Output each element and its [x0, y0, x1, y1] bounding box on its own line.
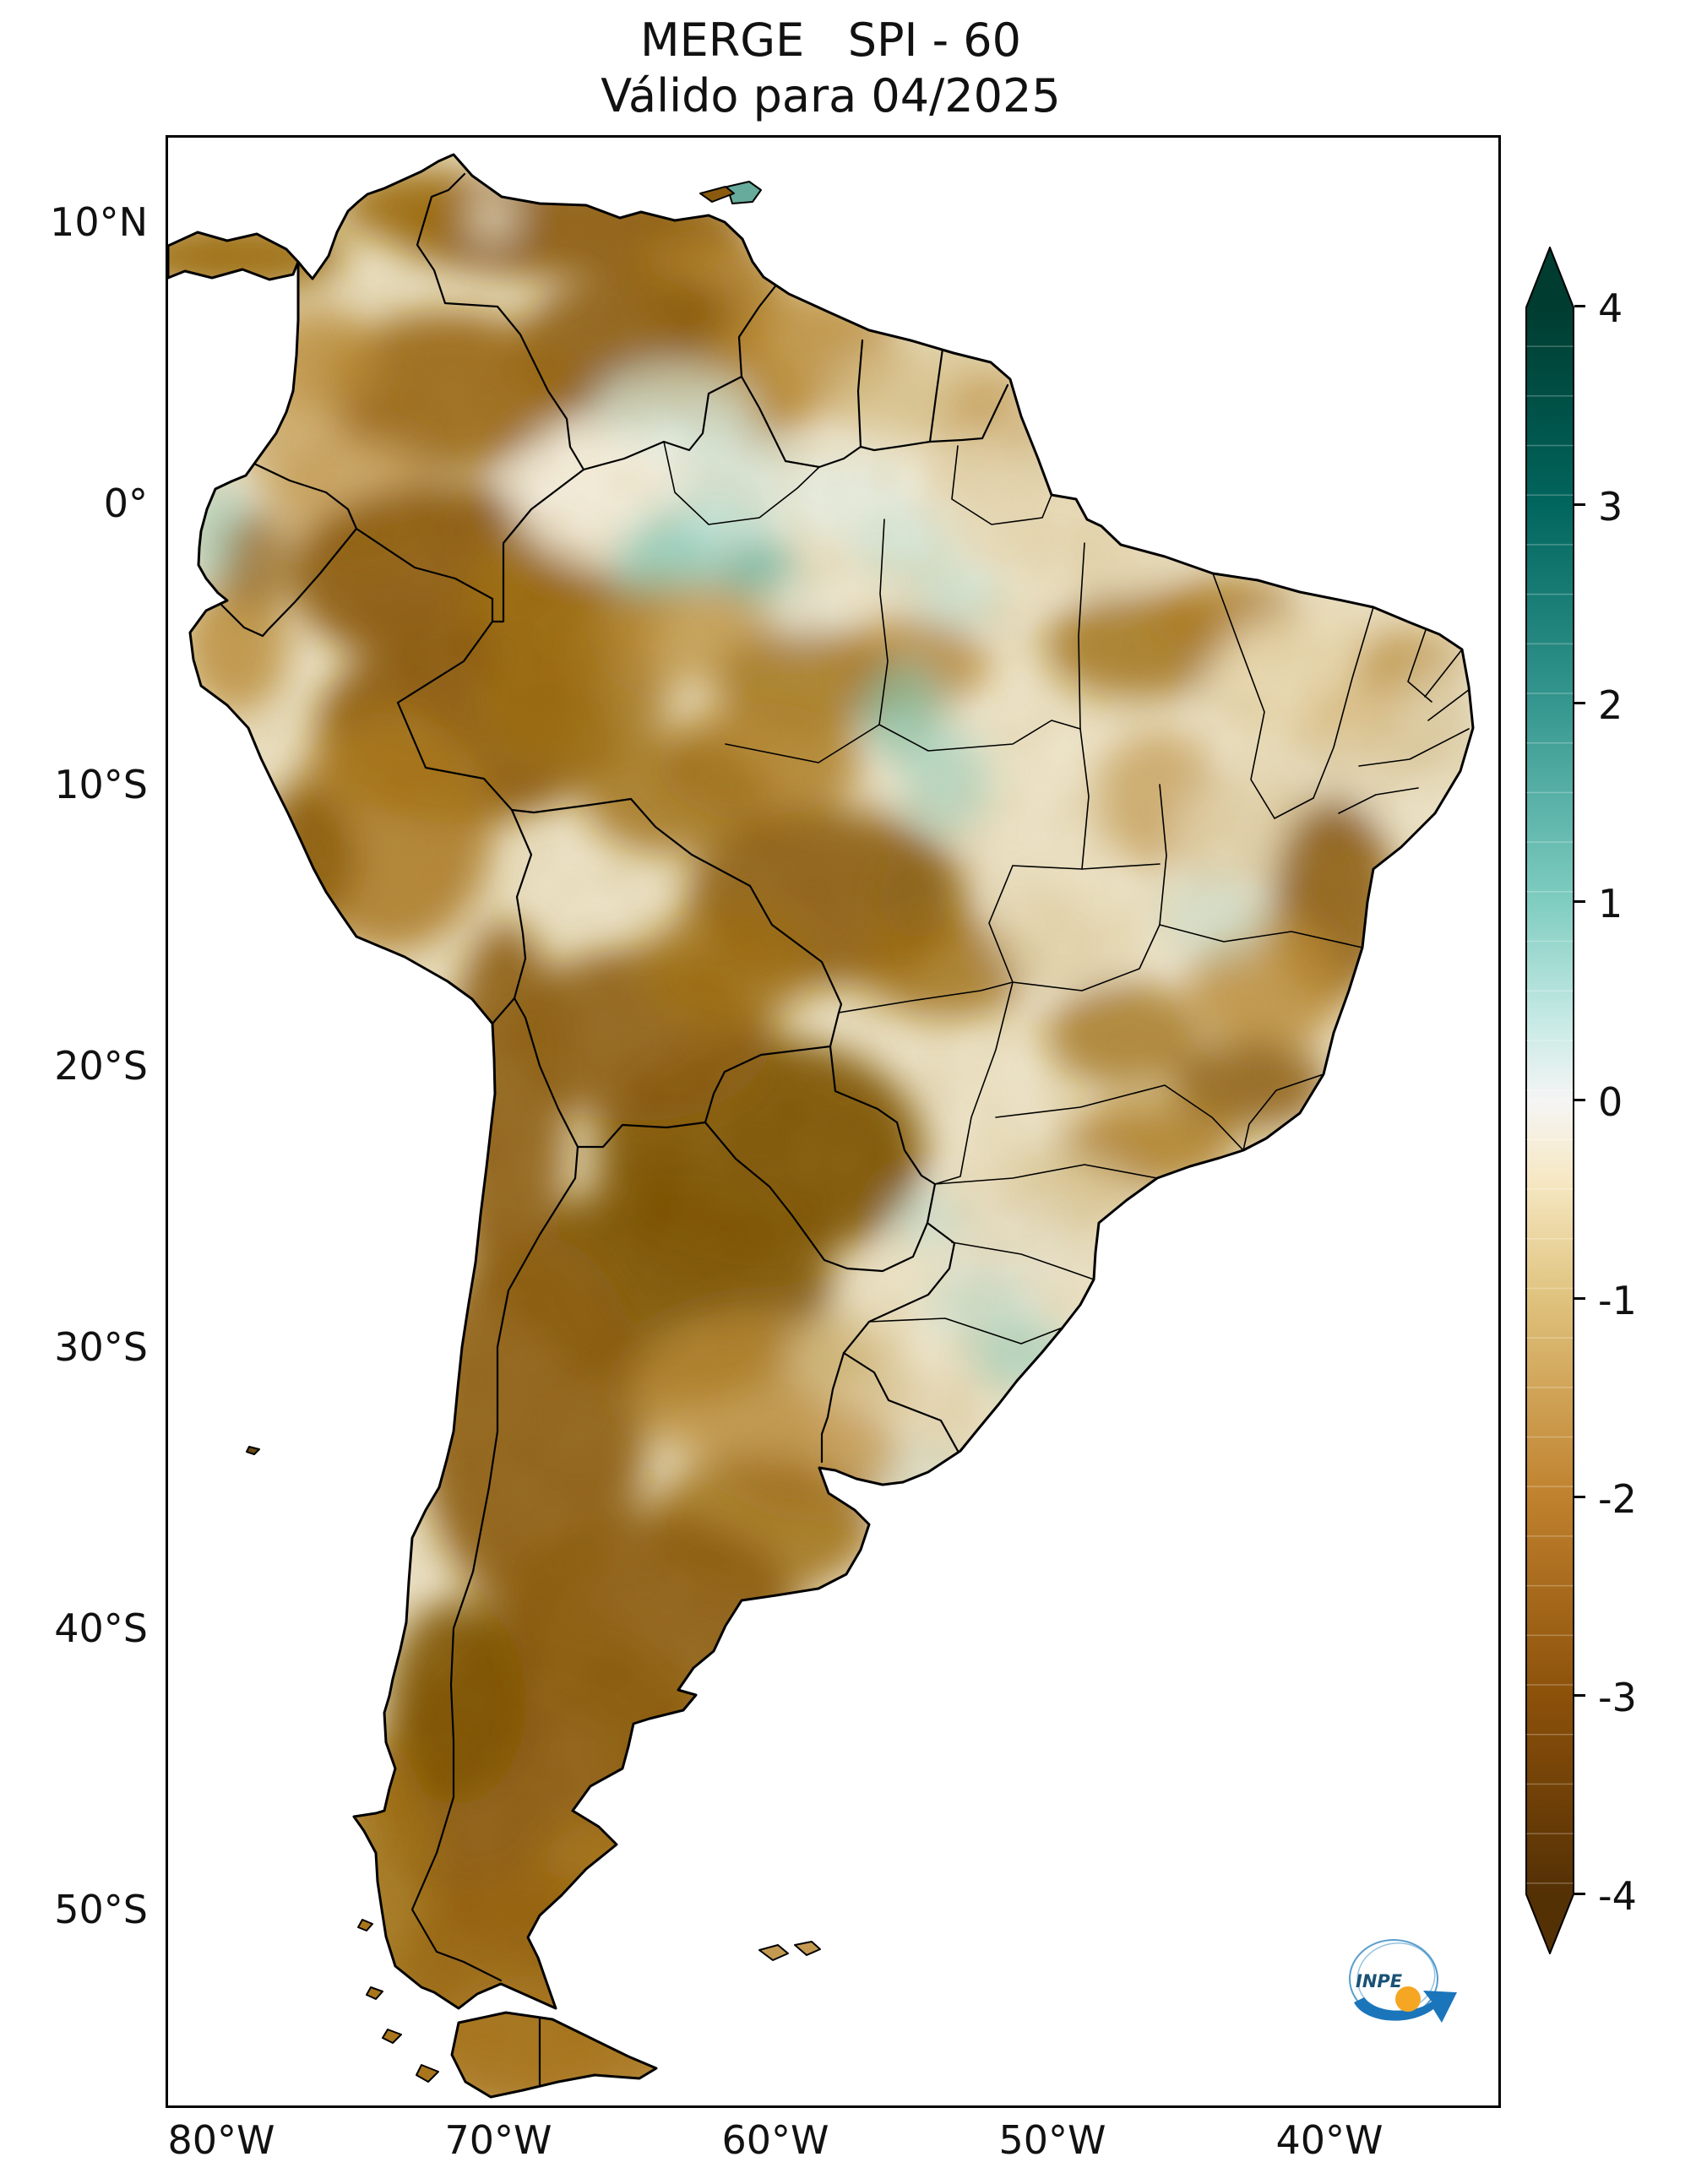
colorbar-tick-label: 1	[1598, 881, 1623, 926]
inpe-logo: INPE	[1330, 1921, 1474, 2040]
colorbar-tick	[1574, 1496, 1585, 1498]
colorbar-tick-label: -2	[1598, 1476, 1637, 1522]
colorbar-tick	[1574, 1893, 1585, 1895]
colorbar-tick	[1574, 1297, 1585, 1300]
colorbar-tick-label: 0	[1598, 1079, 1623, 1125]
logo-arrow-icon	[1354, 1991, 1457, 2023]
colorbar-tick-label: -3	[1598, 1675, 1637, 1720]
x-tick-label: 80°W	[167, 2117, 275, 2163]
coastline	[168, 153, 1475, 2099]
x-tick-label: 60°W	[721, 2117, 829, 2163]
map-plot: INPE	[166, 135, 1501, 2108]
colorbar-tick	[1574, 1099, 1585, 1101]
south-america-map	[168, 153, 1475, 2099]
y-tick-label: 20°S	[54, 1043, 148, 1089]
y-tick-label: 40°S	[54, 1605, 148, 1651]
logo-globe-icon	[1395, 1986, 1421, 2012]
chart-subtitle: Válido para 04/2025	[601, 69, 1061, 122]
colorbar-tick	[1574, 900, 1585, 903]
colorbar-tick-label: -4	[1598, 1873, 1637, 1919]
chart-title: MERGE SPI - 60	[640, 14, 1021, 67]
spi-field	[168, 155, 1473, 2097]
y-tick-label: 50°S	[54, 1887, 148, 1932]
y-tick-label: 10°N	[50, 199, 148, 245]
colorbar-tick	[1574, 305, 1585, 307]
islands	[246, 181, 821, 2083]
colorbar-tick	[1574, 503, 1585, 506]
colorbar-tick	[1574, 702, 1585, 704]
country-borders	[216, 172, 1009, 2095]
x-tick-label: 40°W	[1275, 2117, 1383, 2163]
x-tick-label: 50°W	[998, 2117, 1106, 2163]
y-tick-label: 10°S	[54, 762, 148, 807]
logo-text: INPE	[1356, 1971, 1403, 1991]
y-tick-label: 0°	[103, 481, 148, 526]
colorbar-tick-label: 2	[1598, 682, 1623, 728]
colorbar-tick-label: -1	[1598, 1278, 1637, 1323]
y-tick-label: 30°S	[54, 1324, 148, 1370]
colorbar-tick-label: 4	[1598, 285, 1623, 331]
x-tick-label: 70°W	[444, 2117, 552, 2163]
colorbar-tick-label: 3	[1598, 484, 1623, 530]
colorbar	[1525, 245, 1574, 1956]
colorbar-tick	[1574, 1694, 1585, 1697]
state-borders	[663, 441, 1473, 1345]
